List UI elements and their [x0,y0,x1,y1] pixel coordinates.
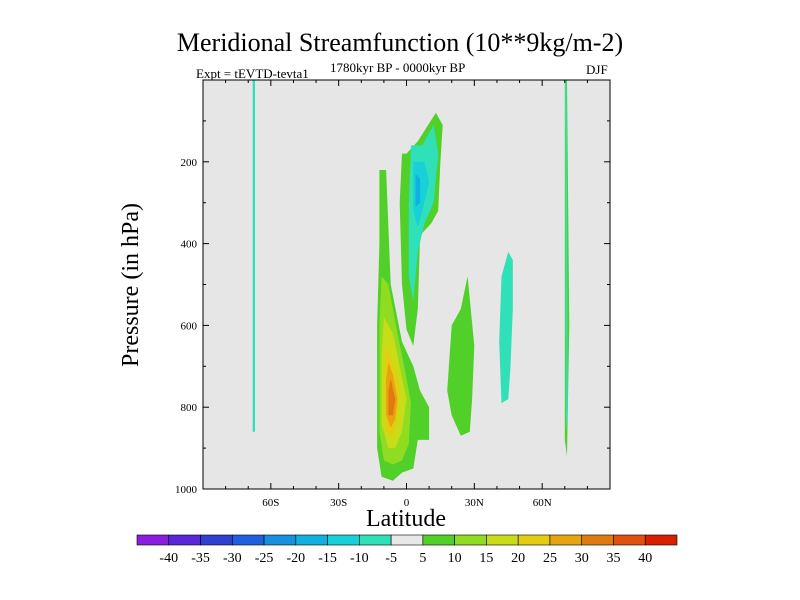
colorbar-swatch [549,534,583,546]
colorbar-swatch [390,534,424,546]
colorbar-swatch [295,534,328,546]
colorbar-label: 40 [638,551,652,566]
colorbar-swatch [422,534,455,546]
colorbar-label: 15 [479,551,493,566]
x-tick-label: 0 [404,497,410,509]
colorbar-label: 10 [448,551,462,566]
y-axis-label: Pressure (in hPa) [118,203,144,367]
colorbar-label: -20 [286,551,305,566]
colorbar-label: -10 [350,551,369,566]
y-tick-label: 200 [181,157,198,169]
colorbar-swatch [231,534,265,546]
colorbar-label: -30 [223,551,242,566]
colorbar-label: -35 [191,551,210,566]
colorbar-swatch [644,534,678,546]
colorbar-swatch [454,534,487,546]
colorbar-swatch [168,534,201,546]
x-tick-label: 60S [262,497,279,509]
colorbar-swatch [136,534,170,546]
experiment-label: Expt = tEVTD-tevta1 [196,66,309,81]
colorbar-label: 35 [606,551,620,566]
y-tick-label: 600 [181,320,198,332]
colorbar-swatch [200,534,233,546]
chart-title: Meridional Streamfunction (10**9kg/m-2) [176,28,624,57]
contour-region-mid-negative-45n [499,251,513,404]
colorbar-label: -15 [318,551,337,566]
colorbar: -40 -35 -30 -25 -20 -15 -10 -5 5 10 15 20 25 30 35 40 [136,534,678,566]
contour-region-band-60s [252,80,255,432]
y-tick-label: 800 [181,402,198,414]
colorbar-label: 25 [543,551,557,566]
colorbar-label: -5 [385,551,397,566]
colorbar-swatch [327,534,360,546]
time-range-label: 1780kyr BP - 0000kyr BP [330,60,466,75]
colorbar-label: 5 [419,551,426,566]
contour-region-core-positive-30 [388,378,396,416]
colorbar-label: -25 [255,551,274,566]
x-axis: 60S 30S 0 30N 60N [225,80,588,509]
contour-region-band-71n [565,80,568,432]
contour-region-lower-positive-30n [447,276,475,436]
y-tick-label: 400 [181,239,198,251]
contour-fills [252,80,570,481]
colorbar-swatch [613,534,646,546]
colorbar-swatch [359,534,392,546]
colorbar-swatch [486,534,519,546]
x-axis-label: Latitude [366,506,446,532]
x-tick-label: 30N [465,497,484,509]
colorbar-swatch [517,534,551,546]
season-label: DJF [586,62,608,77]
colorbar-swatch [263,534,297,546]
y-axis: 200 400 600 800 1000 [175,120,610,496]
x-tick-label: 60N [533,497,552,509]
colorbar-label: 30 [575,551,589,566]
colorbar-label: 20 [511,551,525,566]
colorbar-label: -40 [159,551,178,566]
colorbar-swatch [581,534,614,546]
contour-region-upper-negative-15 [415,174,421,207]
x-tick-label: 30S [330,497,347,509]
y-tick-label: 1000 [175,484,198,496]
